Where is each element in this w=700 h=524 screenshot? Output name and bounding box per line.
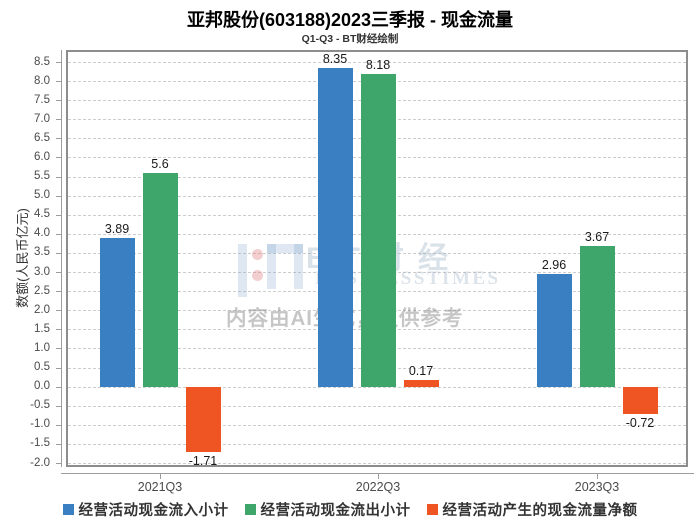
y-tick: [56, 252, 61, 254]
y-tick: [56, 310, 61, 312]
gridline: [68, 463, 686, 464]
legend-swatch-icon: [244, 504, 256, 515]
gridline: [68, 424, 686, 426]
y-tick: [56, 329, 61, 331]
y-tick-label: 7.0: [34, 112, 50, 125]
x-tick: [597, 474, 598, 479]
y-tick: [56, 424, 61, 426]
y-tick-label: 0.5: [34, 361, 50, 374]
bar-value-label: -0.72: [625, 416, 655, 431]
y-tick-label: 4.5: [34, 208, 50, 221]
legend-label: 经营活动现金流入小计: [78, 503, 229, 519]
bar-2021Q3-经营活动产生的现金流量净额[interactable]: [185, 386, 221, 452]
bar-value-label: 8.35: [322, 51, 348, 66]
y-tick: [56, 176, 61, 178]
y-tick: [56, 443, 61, 445]
y-tick: [56, 81, 61, 83]
x-tick: [378, 474, 379, 479]
y-tick-label: 4.0: [34, 227, 50, 240]
bar-2023Q3-经营活动现金流入小计[interactable]: [536, 273, 572, 387]
y-tick-label: 3.5: [34, 246, 50, 259]
y-tick: [56, 157, 61, 159]
y-tick: [56, 272, 61, 274]
y-tick-label: 1.0: [34, 341, 50, 354]
legend-label: 经营活动现金流出小计: [260, 503, 411, 519]
y-tick-label: 1.5: [34, 322, 50, 335]
x-tick-label: 2021Q3: [137, 480, 183, 494]
bar-value-label: 8.18: [365, 58, 391, 73]
y-tick: [56, 367, 61, 369]
legend-label: 经营活动产生的现金流量净额: [442, 503, 638, 519]
bar-value-label: 3.89: [104, 222, 130, 237]
chart-title: 亚邦股份(603188)2023三季报 - 现金流量: [186, 10, 514, 30]
y-tick-label: 6.5: [34, 131, 50, 144]
bar-value-label: -1.71: [188, 453, 218, 468]
y-tick: [56, 348, 61, 350]
gridline: [68, 386, 686, 388]
y-tick: [56, 119, 61, 121]
legend: 经营活动现金流入小计 经营活动现金流出小计 经营活动产生的现金流量净额: [0, 499, 700, 520]
legend-item-经营活动产生的现金流量净额[interactable]: 经营活动产生的现金流量净额: [426, 499, 638, 520]
y-tick-label: 2.5: [34, 284, 50, 297]
gridline: [68, 405, 686, 407]
legend-item-经营活动现金流入小计[interactable]: 经营活动现金流入小计: [62, 499, 229, 520]
y-tick: [56, 62, 61, 63]
legend-swatch-icon: [426, 504, 438, 515]
gridline: [68, 62, 686, 63]
y-tick: [56, 463, 61, 464]
y-tick: [56, 233, 61, 235]
x-tick-label: 2023Q3: [574, 480, 620, 494]
y-tick-label: -0.5: [30, 399, 50, 412]
y-axis-line: [61, 50, 62, 467]
y-tick: [56, 195, 61, 197]
y-axis-ticks: [56, 52, 61, 465]
legend-item-经营活动现金流出小计[interactable]: 经营活动现金流出小计: [244, 499, 411, 520]
y-tick-label: -2.0: [30, 456, 50, 469]
y-tick-label: 8.5: [34, 55, 50, 68]
bars: 3.89 5.6 -1.71 8.35 8.18 0.17 2.96 3.67 -0.72: [68, 51, 686, 468]
y-tick-label: 7.5: [34, 93, 50, 106]
gridline: [68, 443, 686, 445]
y-tick-label: 8.0: [34, 74, 50, 87]
y-tick-label: 5.5: [34, 170, 50, 183]
y-tick-label: 6.0: [34, 150, 50, 163]
y-tick: [56, 138, 61, 140]
bar-2023Q3-经营活动产生的现金流量净额[interactable]: [622, 386, 658, 415]
y-tick: [56, 386, 61, 388]
y-tick: [56, 100, 61, 102]
bar-2021Q3-经营活动现金流入小计[interactable]: [99, 238, 135, 387]
bar-2022Q3-经营活动现金流入小计[interactable]: [317, 67, 353, 387]
y-tick-label: 3.0: [34, 265, 50, 278]
bar-2022Q3-经营活动现金流出小计[interactable]: [360, 74, 396, 387]
bar-value-label: 5.6: [151, 156, 169, 171]
bar-2021Q3-经营活动现金流出小计[interactable]: [142, 172, 178, 387]
x-axis-line: [61, 473, 694, 474]
y-axis-labels: -2.0 -1.5 -1.0 -0.5 0.0 0.5 1.0 1.5 2.0 2.5 3.0 3.5…: [0, 52, 50, 469]
x-axis: 2021Q3 2022Q3 2023Q3: [0, 467, 700, 503]
plot-area[interactable]: BT财经 BUSINESSTIMES 内容由AI生成，仅供参考 3.895.6-…: [66, 50, 688, 468]
bar-2023Q3-经营活动现金流出小计[interactable]: [579, 246, 615, 387]
chart-subtitle: Q1-Q3 - BT财经绘制: [301, 33, 399, 45]
y-tick: [56, 291, 61, 293]
y-tick: [56, 405, 61, 407]
y-tick-label: 0.0: [34, 380, 50, 393]
legend-swatch-icon: [62, 504, 74, 515]
x-tick: [160, 474, 161, 479]
y-tick-label: -1.5: [30, 437, 50, 450]
bar-value-label: 0.17: [408, 364, 434, 379]
y-tick-label: 5.0: [34, 189, 50, 202]
y-tick: [56, 214, 61, 216]
x-tick-label: 2022Q3: [355, 480, 401, 494]
y-tick-label: -1.0: [30, 418, 50, 431]
bar-2022Q3-经营活动产生的现金流量净额[interactable]: [403, 380, 439, 387]
bar-value-label: 3.67: [584, 230, 610, 245]
y-tick-label: 2.0: [34, 303, 50, 316]
bar-value-label: 2.96: [541, 257, 567, 272]
